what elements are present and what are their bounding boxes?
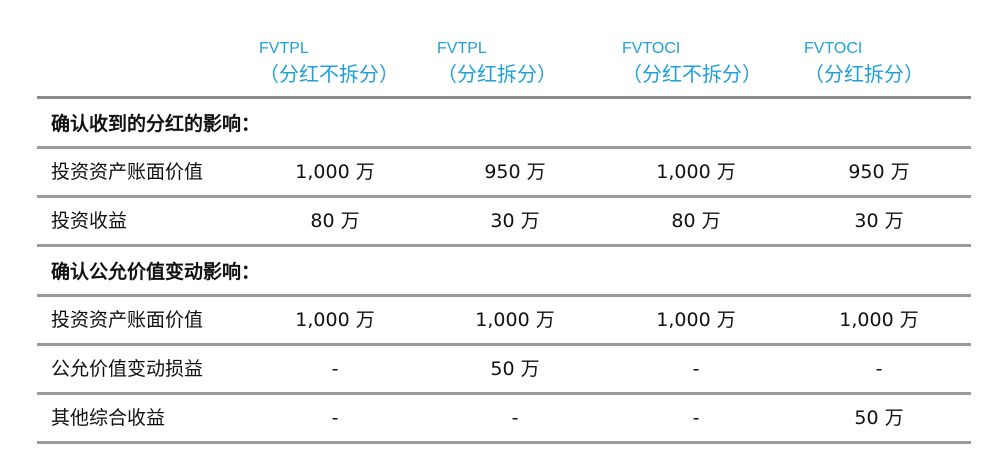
table-header: FVTPL （分红不拆分） FVTPL （分红拆分） FVTOCI （分红不拆分… (37, 30, 971, 96)
table-row: 投资资产账面价值 1,000 万 950 万 1,000 万 950 万 (37, 149, 971, 195)
table-cell: 1,000 万 (656, 309, 736, 331)
table-cell: - (331, 358, 339, 380)
divider (37, 195, 971, 198)
divider (37, 294, 971, 297)
table-cell: 80 万 (310, 210, 360, 232)
divider (37, 244, 971, 247)
row-label: 投资资产账面价值 (51, 161, 204, 183)
table-cell: 950 万 (484, 161, 546, 183)
column-header-2: FVTPL （分红拆分） (437, 30, 617, 88)
column-subtitle: （分红不拆分） (622, 62, 762, 86)
section-heading: 确认公允价值变动影响： (37, 247, 971, 294)
row-label: 投资收益 (51, 210, 128, 232)
table-row: 其他综合收益 - - - 50 万 (37, 395, 971, 441)
table-cell: - (875, 358, 883, 380)
table-row: 投资收益 80 万 30 万 80 万 30 万 (37, 198, 971, 244)
table-cell: - (692, 358, 700, 380)
table-row: 投资资产账面价值 1,000 万 1,000 万 1,000 万 1,000 万 (37, 297, 971, 343)
column-code: FVTPL (437, 40, 487, 57)
divider (37, 343, 971, 346)
row-label: 其他综合收益 (51, 407, 166, 429)
divider (37, 392, 971, 395)
table-row: 公允价值变动损益 - 50 万 - - (37, 346, 971, 392)
divider (37, 441, 971, 444)
table-cell: 1,000 万 (295, 161, 375, 183)
column-header-4: FVTOCI （分红拆分） (804, 30, 984, 88)
table-cell: - (511, 407, 519, 429)
table-cell: 30 万 (854, 210, 904, 232)
table-cell: 1,000 万 (295, 309, 375, 331)
column-header-3: FVTOCI （分红不拆分） (622, 30, 802, 88)
row-label: 投资资产账面价值 (51, 309, 204, 331)
section-heading: 确认收到的分红的影响： (37, 99, 971, 146)
column-code: FVTOCI (804, 40, 863, 57)
column-subtitle: （分红拆分） (804, 62, 924, 86)
table-cell: 950 万 (848, 161, 910, 183)
column-subtitle: （分红拆分） (437, 62, 557, 86)
section-title: 确认公允价值变动影响： (51, 261, 261, 283)
table-cell: 1,000 万 (475, 309, 555, 331)
table-cell: 50 万 (490, 358, 540, 380)
row-label: 公允价值变动损益 (51, 358, 204, 380)
section-title: 确认收到的分红的影响： (51, 113, 261, 135)
column-code: FVTOCI (622, 40, 681, 57)
table-cell: 1,000 万 (839, 309, 919, 331)
column-code: FVTPL (259, 40, 309, 57)
table-cell: 50 万 (854, 407, 904, 429)
table-cell: 1,000 万 (656, 161, 736, 183)
table-cell: 30 万 (490, 210, 540, 232)
divider (37, 96, 971, 99)
column-subtitle: （分红不拆分） (259, 62, 399, 86)
divider (37, 146, 971, 149)
column-header-1: FVTPL （分红不拆分） (259, 30, 439, 88)
comparison-table: FVTPL （分红不拆分） FVTPL （分红拆分） FVTOCI （分红不拆分… (37, 30, 971, 444)
table-cell: - (331, 407, 339, 429)
table-cell: 80 万 (671, 210, 721, 232)
table-cell: - (692, 407, 700, 429)
